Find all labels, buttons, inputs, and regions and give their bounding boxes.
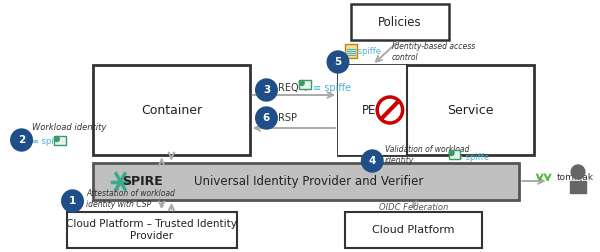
Bar: [570, 181, 586, 193]
Text: Universal Identity Provider and Verifier: Universal Identity Provider and Verifier: [194, 175, 423, 188]
Text: Service: Service: [447, 104, 493, 116]
Text: 2: 2: [18, 135, 25, 145]
Text: ≡ spiffe: ≡ spiffe: [313, 83, 352, 93]
Bar: [299, 79, 311, 88]
Text: 1: 1: [69, 196, 76, 206]
Circle shape: [256, 107, 277, 129]
Circle shape: [449, 150, 454, 155]
Text: ≡ spiffe: ≡ spiffe: [32, 137, 65, 145]
Text: Policies: Policies: [378, 16, 422, 28]
Circle shape: [11, 129, 32, 151]
Circle shape: [299, 80, 304, 85]
Bar: [351, 4, 449, 40]
Circle shape: [377, 97, 403, 123]
Text: tomnjak: tomnjak: [556, 173, 593, 182]
Bar: [67, 212, 237, 248]
Bar: [338, 65, 407, 155]
Text: 4: 4: [368, 156, 376, 166]
Bar: [93, 163, 519, 200]
Bar: [93, 65, 250, 155]
Text: Attestation of workload
identity with CSP: Attestation of workload identity with CS…: [86, 189, 175, 209]
Text: SPIRE: SPIRE: [122, 175, 163, 188]
Text: Container: Container: [141, 104, 202, 116]
Bar: [345, 212, 482, 248]
Text: ≡ spiffe: ≡ spiffe: [348, 47, 381, 56]
Bar: [345, 44, 356, 58]
Text: REQ +: REQ +: [278, 83, 310, 93]
Text: Cloud Platform – Trusted Identity
Provider: Cloud Platform – Trusted Identity Provid…: [67, 219, 237, 241]
Text: OIDC Federation: OIDC Federation: [379, 203, 448, 211]
Text: Cloud Platform: Cloud Platform: [372, 225, 455, 235]
Circle shape: [62, 190, 83, 212]
Bar: [449, 149, 460, 159]
Text: Validation of workload
identity: Validation of workload identity: [385, 145, 469, 165]
Circle shape: [361, 150, 383, 172]
Circle shape: [571, 165, 585, 179]
Circle shape: [327, 51, 349, 73]
Text: 6: 6: [263, 113, 270, 123]
Text: Workload identity: Workload identity: [32, 123, 107, 133]
Circle shape: [256, 79, 277, 101]
Text: Identity-based access
control: Identity-based access control: [392, 42, 475, 62]
Text: 5: 5: [334, 57, 341, 67]
Bar: [338, 65, 534, 155]
Text: ≡ spiffe: ≡ spiffe: [455, 152, 488, 162]
Text: RSP: RSP: [278, 113, 297, 123]
Text: PEP: PEP: [362, 104, 383, 116]
Text: 3: 3: [263, 85, 270, 95]
Circle shape: [55, 137, 59, 142]
Bar: [54, 136, 65, 144]
